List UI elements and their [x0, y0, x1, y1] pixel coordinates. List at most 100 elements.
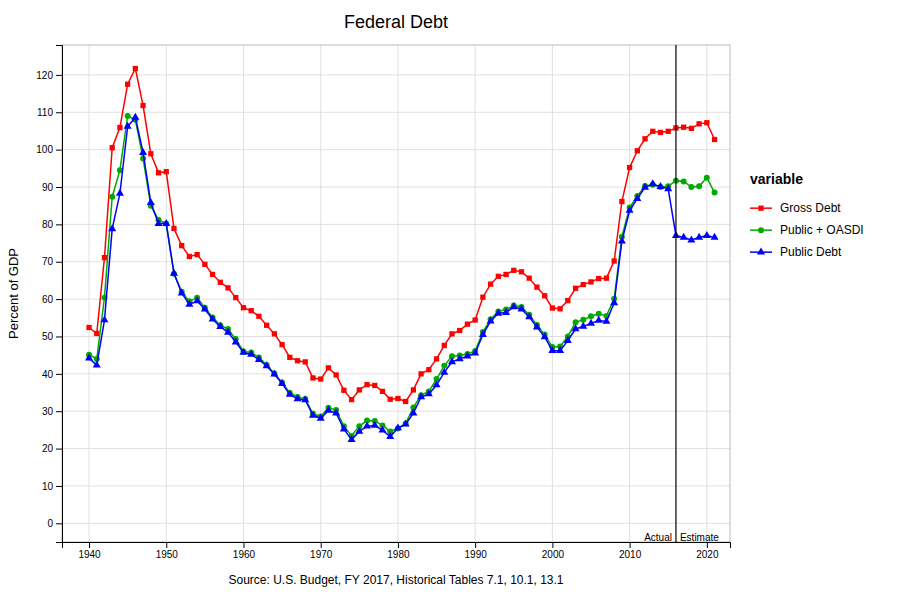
- marker: [324, 406, 332, 413]
- marker: [711, 233, 719, 240]
- marker: [124, 122, 132, 129]
- marker: [712, 137, 717, 142]
- y-tick-mark: [56, 299, 62, 300]
- marker: [131, 113, 139, 120]
- marker: [457, 328, 462, 333]
- annotation: Actual: [644, 532, 672, 543]
- marker: [511, 268, 516, 273]
- marker: [556, 346, 564, 353]
- marker: [272, 331, 277, 336]
- marker: [689, 126, 694, 131]
- x-tick: 2010: [619, 542, 642, 560]
- marker: [309, 411, 317, 418]
- marker: [440, 368, 448, 375]
- y-tick: 110: [37, 107, 62, 118]
- x-tick-label: 2020: [696, 549, 719, 560]
- marker: [494, 309, 502, 316]
- grid-line-x: [397, 45, 398, 542]
- marker: [479, 330, 487, 337]
- annotation: Estimate: [680, 532, 719, 543]
- x-tick-mark: [398, 542, 399, 548]
- marker: [303, 359, 308, 364]
- marker: [264, 323, 269, 328]
- y-tick-label: 10: [42, 481, 54, 492]
- marker: [295, 358, 300, 363]
- y-axis: 0102030405060708090100110120: [36, 46, 62, 543]
- marker: [355, 427, 363, 434]
- marker: [579, 322, 587, 329]
- marker: [542, 293, 547, 298]
- marker: [695, 233, 703, 240]
- y-tick-mark: [56, 336, 62, 337]
- y-tick-mark: [56, 262, 62, 263]
- series-markers: [86, 113, 717, 439]
- marker: [85, 354, 93, 361]
- marker: [318, 376, 323, 381]
- y-tick-mark: [56, 523, 62, 524]
- y-tick-label: 30: [42, 406, 54, 417]
- marker: [681, 125, 686, 130]
- marker: [503, 272, 508, 277]
- y-tick-label: 110: [37, 107, 53, 118]
- series-line: [89, 117, 715, 439]
- y-tick-label: 0: [47, 518, 53, 529]
- marker: [386, 432, 394, 439]
- title: Federal Debt: [344, 12, 448, 32]
- x-tick-mark: [707, 542, 708, 548]
- marker: [371, 421, 379, 428]
- legend-swatch-marker: [758, 206, 763, 211]
- marker: [310, 375, 315, 380]
- y-tick: 60: [42, 294, 62, 305]
- marker: [108, 224, 116, 231]
- annotations: Actual Estimate: [644, 532, 719, 543]
- marker: [100, 315, 108, 322]
- marker: [378, 426, 386, 433]
- marker: [703, 231, 711, 238]
- marker: [409, 408, 417, 415]
- y-tick-label: 100: [36, 144, 53, 155]
- grid-line-x: [243, 45, 244, 542]
- vertical-line: [675, 45, 676, 542]
- y-tick: 120: [36, 70, 62, 81]
- marker: [394, 423, 402, 430]
- marker: [471, 349, 479, 356]
- grid-line-x: [552, 45, 553, 542]
- y-tick-mark: [56, 411, 62, 412]
- grid-line-x: [89, 45, 90, 542]
- marker: [525, 312, 533, 319]
- marker: [649, 179, 657, 186]
- marker: [372, 383, 377, 388]
- marker: [93, 361, 101, 368]
- marker: [656, 182, 664, 189]
- x-axis-label: Source: U.S. Budget, FY 2017, Historical…: [228, 573, 563, 587]
- y-tick-mark: [56, 187, 62, 188]
- marker: [317, 414, 325, 421]
- y-tick-mark: [56, 374, 62, 375]
- marker: [433, 380, 441, 387]
- marker: [680, 233, 688, 240]
- marker: [193, 296, 201, 303]
- marker: [156, 170, 161, 175]
- y-tick-mark: [56, 112, 62, 113]
- legend-title: variable: [750, 171, 803, 187]
- marker: [164, 169, 169, 174]
- x-tick: 1940: [78, 542, 101, 560]
- x-tick-label: 1950: [156, 549, 179, 560]
- marker: [641, 183, 649, 190]
- series-line: [89, 116, 715, 436]
- marker: [287, 355, 292, 360]
- marker: [102, 255, 107, 260]
- marker: [411, 387, 416, 392]
- y-axis-line: [56, 46, 63, 543]
- x-tick-label: 1980: [387, 549, 410, 560]
- y-tick-mark: [56, 486, 62, 487]
- marker: [263, 361, 271, 368]
- marker: [434, 356, 439, 361]
- marker: [650, 129, 655, 134]
- grid-line-x: [706, 45, 707, 542]
- x-tick-label: 1960: [233, 549, 256, 560]
- y-tick-label: 80: [42, 219, 54, 230]
- marker: [425, 389, 433, 396]
- marker: [696, 121, 701, 126]
- grid-line-x: [320, 45, 321, 542]
